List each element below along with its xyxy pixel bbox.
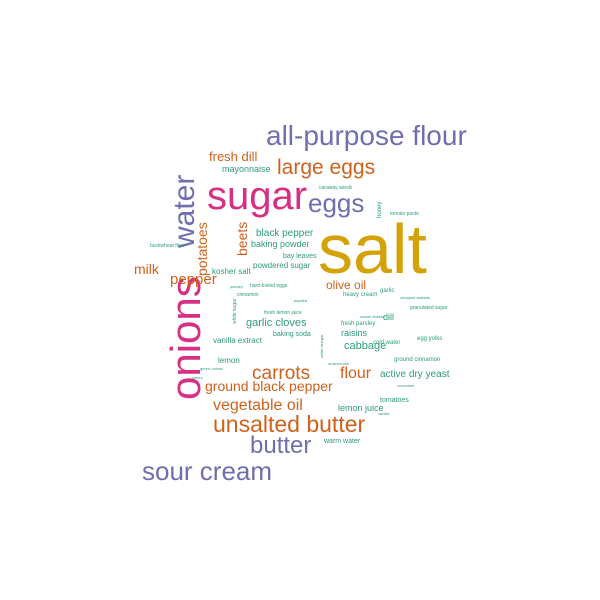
word-fresh-dill: fresh dill (209, 149, 258, 164)
word-mushrooms: mushrooms (328, 361, 349, 366)
word-celery: celery (192, 375, 203, 380)
word-buckwheat-flour: buckwheat flour (150, 243, 186, 249)
word-unsalted-butter: unsalted butter (213, 411, 366, 437)
word-pepper: pepper (170, 271, 217, 288)
word-vegetable-oil: vegetable oil (213, 397, 303, 414)
word-potatoes: potatoes (194, 222, 210, 276)
word-bay-leaves: bay leaves (283, 253, 317, 260)
word-garlic-cloves: garlic cloves (246, 317, 307, 329)
word-fresh-parsley: fresh parsley (341, 321, 376, 327)
word-onions: onions (162, 276, 209, 400)
word-large-eggs: large eggs (277, 156, 376, 179)
word-vanilla: vanilla (378, 411, 390, 416)
word-granulated-sugar: granulated sugar (410, 305, 448, 311)
word-kosher-salt: kosher salt (212, 267, 251, 276)
word-lemon-juice: lemon juice (338, 403, 384, 413)
word-vanilla-extract: vanilla extract (213, 336, 262, 345)
word-ground-black-pepper: ground black pepper (205, 378, 333, 394)
word-cream-cheese: cream cheese (360, 314, 386, 319)
word-olive-oil: olive oil (326, 278, 367, 292)
word-honey: honey (377, 201, 383, 218)
word-chopped-walnuts: chopped walnuts (400, 295, 431, 300)
word-warm-water: warm water (324, 438, 361, 445)
word-caraway-seeds: caraway seeds (319, 185, 353, 191)
word-parsley: parsley (230, 284, 243, 289)
word-eggs: eggs (308, 188, 365, 218)
word-paprika: paprika (294, 298, 308, 303)
word-egg-yolks: egg yolks (417, 336, 443, 342)
word-salt: salt (318, 210, 427, 288)
word-mayonnaise: mayonnaise (222, 164, 271, 174)
word-white-sugar: white sugar (232, 298, 238, 324)
word-cucumber: cucumber (397, 383, 415, 388)
word-black-pepper: black pepper (256, 228, 314, 239)
word-cold-water: cold water (373, 340, 401, 346)
word-baking-soda: baking soda (273, 331, 311, 338)
word-baking-powder: baking powder (251, 239, 310, 249)
word-green-onions: green onions (200, 366, 224, 371)
word-white-vinegar: white vinegar (319, 334, 324, 358)
word-beets: beets (234, 221, 250, 256)
word-sour-cream: sour cream (142, 456, 273, 486)
word-fresh-lemon-juice: fresh lemon juice (264, 310, 302, 316)
word-garlic: garlic (380, 288, 395, 294)
word-cinnamon: cinnamon (237, 292, 259, 298)
word-raisins: raisins (341, 328, 368, 338)
word-milk: milk (134, 261, 159, 277)
word-cabbage: cabbage (344, 340, 387, 352)
word-carrots: carrots (252, 363, 311, 384)
word-hard-boiled-eggs: hard-boiled eggs (250, 283, 288, 289)
word-powdered-sugar: powdered sugar (253, 261, 311, 270)
word-dill: dill (383, 312, 395, 322)
word-butter: butter (250, 432, 312, 459)
word-heavy-cream: heavy cream (343, 292, 378, 298)
word-flour: flour (340, 365, 372, 382)
word-tomato-paste: tomato paste (390, 211, 419, 217)
word-lemon: lemon (218, 356, 240, 365)
word-sugar: sugar (207, 174, 308, 218)
word-active-dry-yeast: active dry yeast (380, 369, 450, 380)
word-ground-cinnamon: ground cinnamon (394, 357, 441, 363)
word-all-purpose-flour: all-purpose flour (266, 120, 467, 151)
word-tomatoes: tomatoes (380, 397, 409, 404)
